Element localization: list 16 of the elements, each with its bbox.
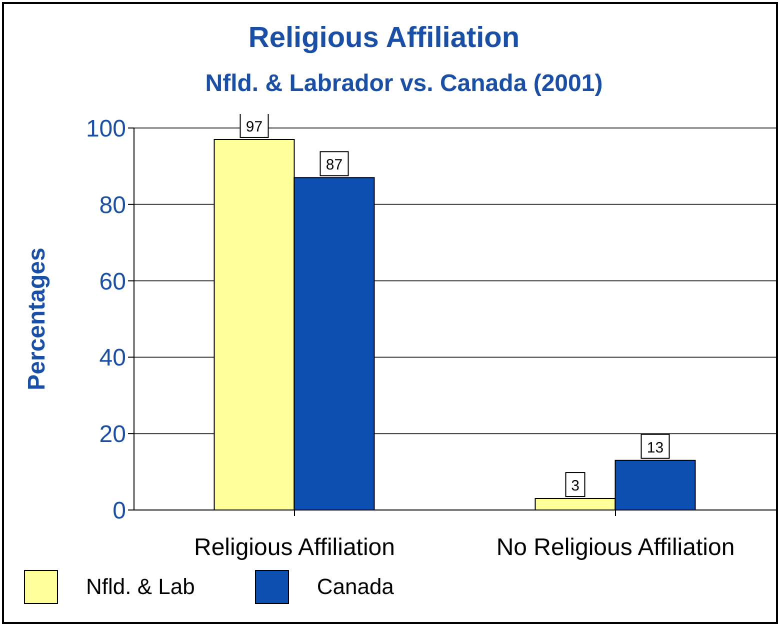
y-tick-label: 0: [112, 498, 126, 525]
data-label: 97: [246, 118, 263, 136]
chart-title: Religious Affiliation: [247, 22, 521, 55]
data-label: 3: [571, 478, 580, 495]
y-axis-title: Percentages: [24, 248, 51, 390]
y-tick-label: 20: [99, 421, 126, 448]
legend-label: Nfld. & Lab: [86, 574, 195, 600]
data-label: 87: [326, 156, 343, 174]
y-tick-label: 80: [99, 192, 126, 219]
y-tick-label: 60: [99, 268, 126, 296]
y-tick-label: 40: [99, 344, 126, 372]
x-tick-label: No Religious Affiliation: [496, 534, 735, 562]
chart-subtitle: Nfld. & Labrador vs. Canada (2001): [204, 70, 604, 98]
legend-label: Canada: [316, 574, 394, 600]
y-tick-label: 100: [86, 116, 126, 143]
data-label: 13: [646, 439, 664, 456]
